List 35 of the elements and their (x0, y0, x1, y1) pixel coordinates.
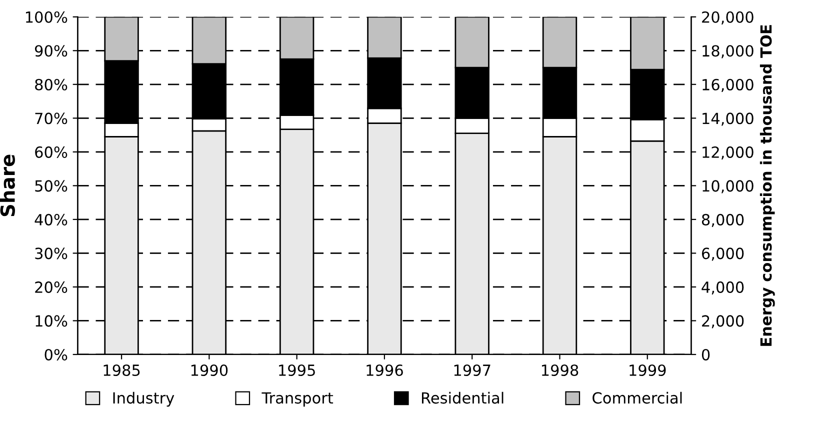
y2-tick-label: 8,000 (702, 214, 744, 228)
y-tick-label: 80% (35, 78, 68, 90)
y2-tick-label: 4,000 (702, 281, 744, 295)
legend-label: Transport (262, 392, 334, 407)
legend-label: Residential (422, 392, 504, 404)
y2-tick-label: 6,000 (702, 248, 744, 261)
y-tick-label: 20% (35, 281, 68, 293)
y-tick-label: 0% (44, 348, 68, 360)
x-tick-label: 1985 (104, 364, 140, 376)
y-tick-label: 30% (35, 248, 68, 260)
y2-axis-title: Energy consumption in thousand TOE (760, 25, 775, 346)
x-tick-label: 1999 (630, 364, 666, 376)
y2-tick-label: 16,000 (702, 78, 754, 92)
y-tick-label: 60% (35, 146, 68, 158)
y-tick-label: 90% (34, 45, 68, 57)
x-tick-label: 1997 (454, 364, 490, 376)
y-tick-label: 40% (34, 214, 68, 226)
y2-tick-label: 0 (702, 348, 710, 360)
y-tick-label: 10% (36, 315, 68, 327)
y2-tick-label: 18,000 (702, 45, 754, 58)
y2-tick-label: 20,000 (702, 11, 754, 24)
y-tick-label: 100% (26, 11, 68, 23)
y2-tick-label: 14,000 (702, 112, 754, 126)
x-tick-label: 1990 (191, 364, 228, 376)
y2-tick-label: 2,000 (702, 315, 744, 328)
legend-label: Industry (113, 392, 174, 407)
y2-tick-label: 10,000 (702, 180, 754, 194)
y2-tick-label: 12,000 (702, 146, 754, 160)
y-tick-label: 50% (35, 180, 68, 192)
y-tick-label: 70% (35, 112, 68, 124)
x-tick-label: 1996 (366, 364, 403, 376)
x-tick-label: 1995 (279, 364, 315, 376)
y-axis-title: Share (0, 154, 15, 216)
legend-label: Commercial (592, 392, 682, 404)
x-tick-label: 1998 (542, 364, 578, 376)
